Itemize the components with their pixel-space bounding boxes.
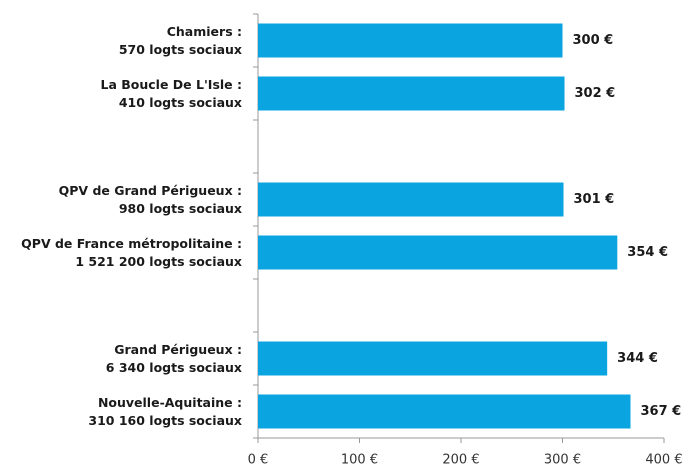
bar bbox=[258, 235, 618, 270]
x-tick-label: 0 € bbox=[248, 453, 269, 466]
x-tick-label: 200 € bbox=[442, 453, 479, 466]
y-tick-label: La Boucle De L'Isle : 410 logts sociaux bbox=[100, 76, 243, 110]
bar bbox=[258, 76, 565, 111]
bar bbox=[258, 23, 563, 58]
bar bbox=[258, 182, 564, 217]
y-tick-label: QPV de Grand Périgueux : 980 logts socia… bbox=[58, 182, 242, 216]
x-tick-label: 400 € bbox=[645, 453, 682, 466]
x-tick-label: 300 € bbox=[544, 453, 581, 466]
value-label: 354 € bbox=[627, 245, 668, 260]
bar bbox=[258, 394, 631, 429]
y-tick-label: Nouvelle-Aquitaine : 310 160 logts socia… bbox=[88, 394, 242, 428]
value-label: 302 € bbox=[575, 86, 616, 101]
y-tick-label: Grand Périgueux : 6 340 logts sociaux bbox=[105, 341, 242, 375]
x-tick-label: 100 € bbox=[341, 453, 378, 466]
value-label: 300 € bbox=[573, 33, 614, 48]
y-tick-label: QPV de France métropolitaine : 1 521 200… bbox=[21, 235, 242, 269]
value-label: 344 € bbox=[617, 351, 658, 366]
value-label: 367 € bbox=[641, 404, 682, 419]
bar bbox=[258, 341, 608, 376]
y-tick-label: Chamiers : 570 logts sociaux bbox=[118, 23, 242, 57]
value-label: 301 € bbox=[574, 192, 615, 207]
